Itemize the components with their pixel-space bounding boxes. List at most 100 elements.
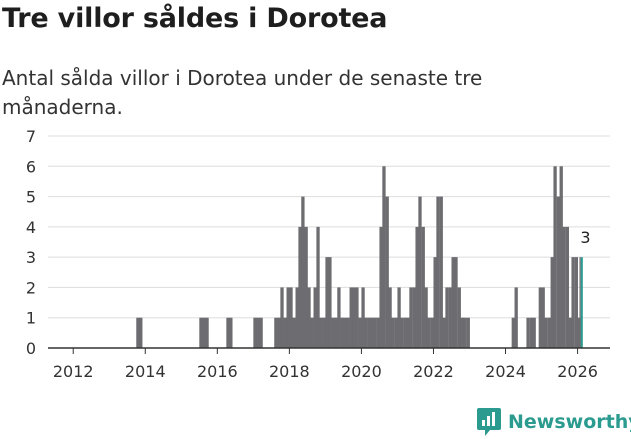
bar [370, 317, 374, 348]
bar [382, 166, 386, 348]
bars [136, 166, 583, 348]
bar-chart: 0 1 2 3 4 5 6 7 2012 2014 2016 2018 2020 2022 2024 202… [26, 127, 610, 381]
x-tick-label: 2022 [413, 362, 454, 381]
bar [532, 317, 536, 348]
bar [526, 317, 530, 348]
brand-name: Newsworthy [508, 411, 631, 433]
bar [400, 317, 404, 348]
bar [136, 317, 140, 348]
bar [322, 317, 326, 348]
bar [442, 317, 446, 348]
brand-logo: Newsworthy [476, 406, 631, 438]
x-tick-label: 2012 [53, 362, 94, 381]
bar [454, 257, 458, 348]
bar [388, 287, 392, 348]
bar [286, 287, 290, 348]
bar-latest [580, 257, 583, 348]
bar [361, 287, 365, 348]
y-tick-label: 0 [26, 339, 36, 358]
bar [292, 317, 296, 348]
bar [307, 287, 311, 348]
bar [367, 317, 371, 348]
bar [544, 317, 548, 348]
bar [301, 196, 305, 348]
bar [403, 317, 407, 348]
bar [448, 287, 452, 348]
bar [385, 196, 389, 348]
bar [358, 317, 362, 348]
bar [574, 257, 578, 348]
bar [373, 317, 377, 348]
bar [514, 287, 518, 348]
bar [289, 287, 293, 348]
bar [274, 317, 278, 348]
bar [541, 287, 545, 348]
bar [256, 317, 260, 348]
bar [562, 226, 566, 348]
bar [316, 226, 320, 348]
y-tick-label: 1 [26, 309, 36, 328]
bar [298, 226, 302, 348]
bar [433, 257, 437, 348]
y-tick-label: 3 [26, 248, 36, 267]
bar [364, 317, 368, 348]
bar [199, 317, 203, 348]
bar [430, 317, 434, 348]
bar [529, 317, 533, 348]
y-tick-label: 5 [26, 188, 36, 207]
bar [139, 317, 143, 348]
x-tick-label: 2026 [557, 362, 598, 381]
bar [349, 287, 353, 348]
bar [568, 317, 572, 348]
x-axis-ticks: 2012 2014 2016 2018 2020 2022 2024 2026 [53, 348, 598, 381]
bar [355, 287, 359, 348]
bar [352, 287, 356, 348]
bar [226, 317, 230, 348]
newsworthy-logo-icon [477, 408, 501, 436]
bar [427, 317, 431, 348]
y-axis-ticks: 0 1 2 3 4 5 6 7 [26, 127, 36, 358]
bar [547, 317, 551, 348]
bar [553, 166, 557, 348]
y-tick-label: 6 [26, 157, 36, 176]
bar [571, 257, 575, 348]
x-tick-label: 2024 [485, 362, 526, 381]
bar [565, 226, 569, 348]
bar [277, 317, 281, 348]
bar [295, 287, 299, 348]
bar [421, 226, 425, 348]
bar [343, 317, 347, 348]
bar [577, 317, 581, 348]
bar [340, 317, 344, 348]
bar [579, 257, 581, 348]
bar [229, 317, 233, 348]
latest-value-label: 3 [580, 228, 590, 247]
bar [466, 317, 470, 348]
y-tick-label: 7 [26, 127, 36, 146]
bar [202, 317, 206, 348]
bar [310, 317, 314, 348]
bar [511, 317, 515, 348]
bar [415, 226, 419, 348]
bar [397, 287, 401, 348]
bar [304, 226, 308, 348]
bar [325, 257, 329, 348]
bar [460, 317, 464, 348]
bar [376, 317, 380, 348]
bar [559, 166, 563, 348]
bar [337, 287, 341, 348]
bar [331, 317, 335, 348]
bar [436, 196, 440, 348]
bar [394, 317, 398, 348]
bar [391, 317, 395, 348]
bar [451, 257, 455, 348]
y-tick-label: 4 [26, 218, 36, 237]
x-tick-label: 2018 [269, 362, 310, 381]
x-tick-label: 2014 [125, 362, 166, 381]
x-tick-label: 2020 [341, 362, 382, 381]
bar [319, 317, 323, 348]
bar [259, 317, 263, 348]
bar [205, 317, 209, 348]
bar [538, 287, 542, 348]
bar [283, 317, 287, 348]
